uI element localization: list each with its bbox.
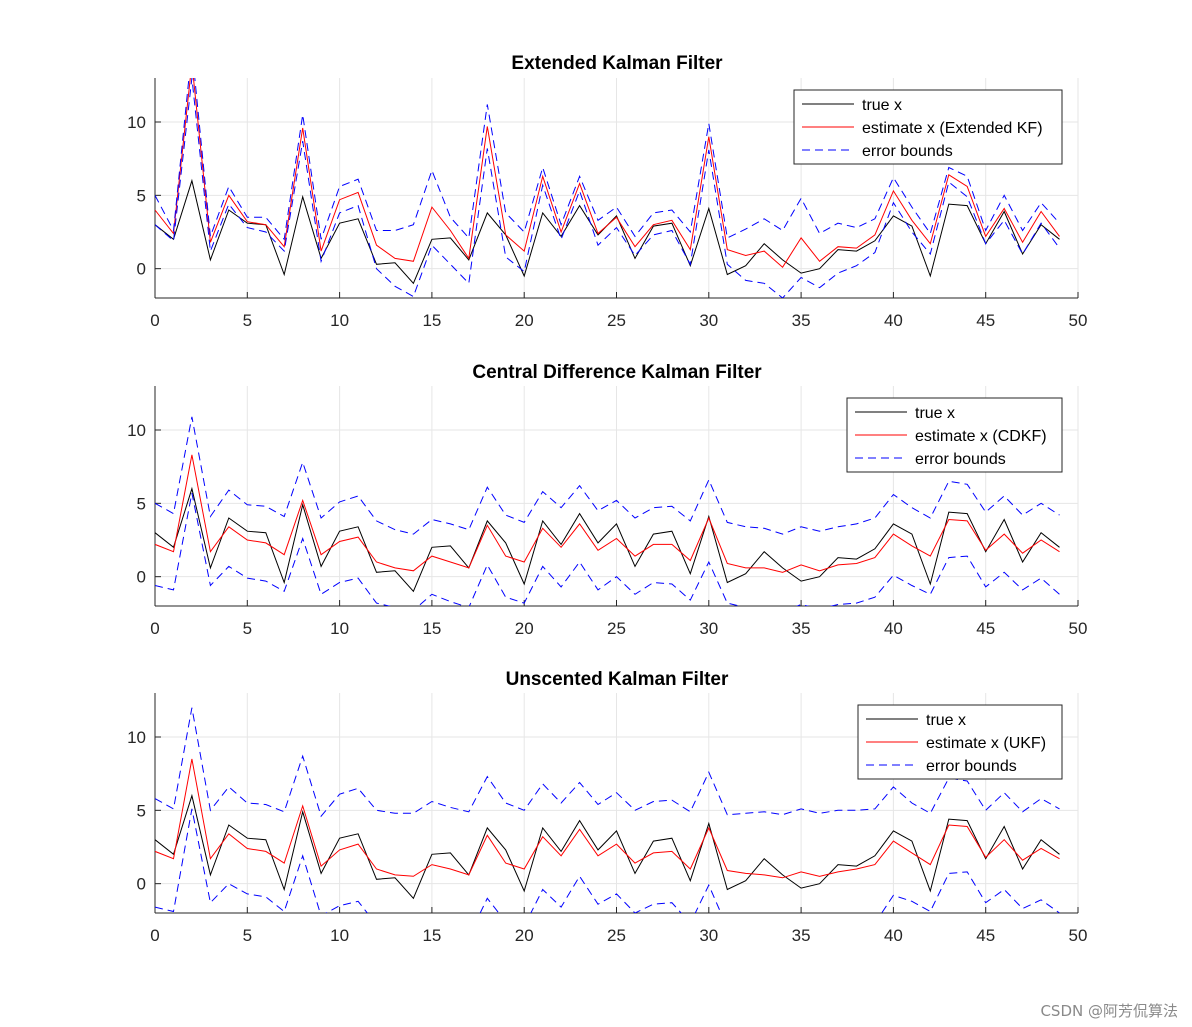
ekf-x-tick-label-3: 15	[422, 311, 441, 330]
ukf-subplot: Unscented Kalman Filter 0 5 10 15 20 25 30 35 40…	[127, 669, 1087, 945]
cdkf-x-tick-label-6: 30	[699, 619, 718, 638]
ekf-x-tick-label-5: 25	[607, 311, 626, 330]
watermark: CSDN @阿芳侃算法	[1040, 1002, 1178, 1020]
ukf-x-tick-label-3: 15	[422, 926, 441, 945]
cdkf-x-tick-label-4: 20	[515, 619, 534, 638]
ekf-legend: true x estimate x (Extended KF) error boun…	[793, 89, 1063, 165]
ekf-series-upper-bound-line	[155, 78, 1060, 241]
ukf-legend-label-1: estimate x (UKF)	[926, 735, 1046, 752]
ekf-y-tick-label-1: 5	[137, 186, 146, 205]
ekf-legend-box	[793, 89, 1063, 165]
ekf-series-lower-bound-line	[155, 78, 1060, 298]
ukf-x-tick-label-2: 10	[330, 926, 349, 945]
ukf-x-tick-label-9: 45	[976, 926, 995, 945]
cdkf-series-lower-bound-line	[155, 493, 1060, 606]
cdkf-subplot: Central Difference Kalman Filter 0 5 10 15 2…	[127, 362, 1087, 638]
cdkf-series-upper-bound-line	[155, 416, 1060, 535]
cdkf-x-tick-label-10: 50	[1069, 619, 1088, 638]
ukf-series-true-x-line	[155, 793, 1060, 900]
cdkf-title: Central Difference Kalman Filter	[472, 362, 762, 383]
cdkf-x-tick-label-5: 25	[607, 619, 626, 638]
ukf-legend-label-2: error bounds	[926, 758, 1017, 775]
ekf-x-tick-label-1: 5	[243, 311, 252, 330]
cdkf-y-tick-label-2: 10	[127, 421, 146, 440]
ukf-series-upper-bound-line	[155, 707, 1060, 818]
ukf-y-tick-label-0: 0	[137, 875, 146, 894]
ekf-x-tick-label-7: 35	[792, 311, 811, 330]
ukf-title: Unscented Kalman Filter	[506, 669, 729, 690]
ukf-series-estimate-line	[155, 758, 1060, 879]
ukf-x-tick-label-0: 0	[150, 926, 159, 945]
ukf-x-tick-label-1: 5	[243, 926, 252, 945]
ukf-x-tick-label-4: 20	[515, 926, 534, 945]
ekf-x-tick-label-9: 45	[976, 311, 995, 330]
cdkf-series-estimate-line	[155, 454, 1060, 573]
ukf-x-tick-label-5: 25	[607, 926, 626, 945]
ekf-legend-label-2: error bounds	[862, 143, 953, 160]
ekf-legend-label-1: estimate x (Extended KF)	[862, 120, 1043, 137]
ekf-legend-label-0: true x	[862, 97, 902, 114]
ekf-y-tick-label-2: 10	[127, 113, 146, 132]
cdkf-x-tick-label-9: 45	[976, 619, 995, 638]
cdkf-y-tick-label-0: 0	[137, 568, 146, 587]
cdkf-x-tick-label-2: 10	[330, 619, 349, 638]
cdkf-x-tick-label-3: 15	[422, 619, 441, 638]
ukf-x-tick-label-10: 50	[1069, 926, 1088, 945]
ekf-x-tick-label-8: 40	[884, 311, 903, 330]
ekf-series-estimate-line	[155, 78, 1060, 268]
cdkf-series-group	[155, 416, 1060, 606]
ekf-x-tick-label-4: 20	[515, 311, 534, 330]
ukf-legend-label-0: true x	[926, 712, 966, 729]
ekf-x-tick-label-6: 30	[699, 311, 718, 330]
cdkf-series-true-x-line	[155, 486, 1060, 593]
ukf-series-lower-bound-line	[155, 808, 1060, 913]
ekf-title: Extended Kalman Filter	[511, 53, 723, 74]
ukf-x-tick-label-7: 35	[792, 926, 811, 945]
cdkf-x-tick-label-0: 0	[150, 619, 159, 638]
ukf-x-tick-label-6: 30	[699, 926, 718, 945]
cdkf-x-tick-label-1: 5	[243, 619, 252, 638]
cdkf-y-tick-label-1: 5	[137, 494, 146, 513]
ekf-series-group	[155, 78, 1060, 298]
ekf-x-tick-label-0: 0	[150, 311, 159, 330]
ukf-legend: true x estimate x (UKF) error bounds	[857, 704, 1063, 780]
cdkf-x-tick-label-8: 40	[884, 619, 903, 638]
ekf-x-tick-label-10: 50	[1069, 311, 1088, 330]
ukf-x-tick-label-8: 40	[884, 926, 903, 945]
cdkf-legend-label-1: estimate x (CDKF)	[915, 428, 1047, 445]
cdkf-legend-label-2: error bounds	[915, 451, 1006, 468]
ukf-y-tick-label-2: 10	[127, 728, 146, 747]
cdkf-legend: true x estimate x (CDKF) error bounds	[846, 397, 1063, 473]
ekf-x-tick-label-2: 10	[330, 311, 349, 330]
cdkf-legend-label-0: true x	[915, 405, 955, 422]
cdkf-x-tick-label-7: 35	[792, 619, 811, 638]
ukf-series-group	[155, 707, 1060, 913]
ekf-y-tick-label-0: 0	[137, 260, 146, 279]
ukf-y-tick-label-1: 5	[137, 801, 146, 820]
ekf-subplot: Extended Kalman Filter 0 5 10 15 20 25 30 35 40 4…	[127, 53, 1088, 330]
